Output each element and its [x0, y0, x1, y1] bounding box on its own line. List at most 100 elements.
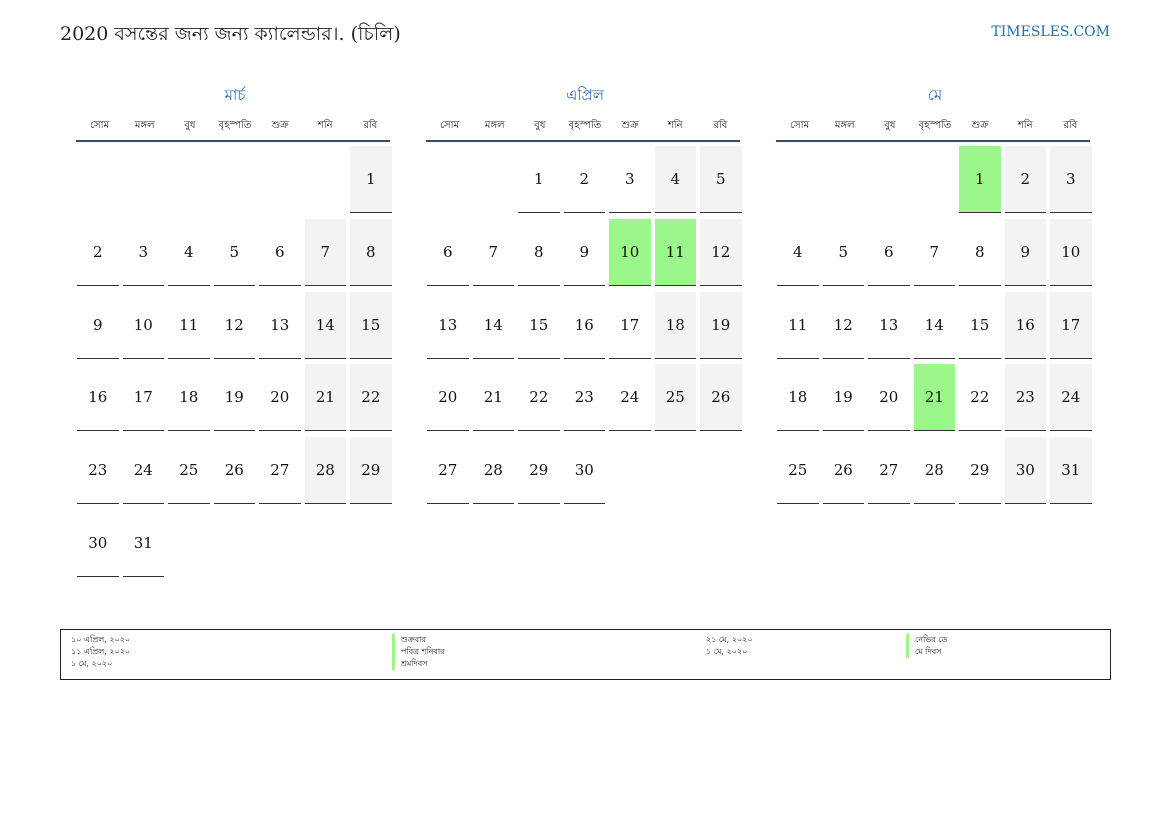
day-cell[interactable]: 12	[700, 218, 742, 286]
day-cell[interactable]: 12	[822, 292, 864, 359]
day-cell[interactable]: 11	[777, 292, 819, 359]
day-cell[interactable]: 14	[304, 291, 346, 359]
day-cell[interactable]: 8	[959, 219, 1001, 286]
day-cell[interactable]: 23	[563, 364, 605, 432]
day-cell[interactable]: 26	[822, 437, 864, 505]
day-cell[interactable]: 31	[1050, 437, 1092, 505]
day-cell[interactable]: 10	[122, 292, 164, 359]
day-cell[interactable]: 20	[868, 364, 910, 432]
day-cell[interactable]: 23	[77, 437, 119, 505]
day-cell[interactable]: 30	[563, 437, 605, 505]
day-cell[interactable]: 11	[168, 292, 210, 359]
day-cell[interactable]: 10	[1050, 218, 1092, 286]
day-cell[interactable]: 29	[518, 437, 560, 505]
day-cell[interactable]: 30	[1004, 437, 1046, 505]
day-cell[interactable]: 3	[122, 219, 164, 286]
day-cell[interactable]: 9	[563, 219, 605, 286]
day-cell[interactable]: 22	[959, 364, 1001, 432]
site-link[interactable]: TIMESLES.COM	[991, 24, 1110, 40]
day-cell[interactable]: 9	[77, 292, 119, 359]
day-cell[interactable]: 25	[654, 364, 696, 432]
legend-holiday-name: শুক্রবার	[392, 634, 445, 646]
day-cell[interactable]: 19	[822, 364, 864, 432]
day-cell[interactable]: 20	[259, 364, 301, 432]
day-cell[interactable]: 20	[427, 364, 469, 432]
day-cell[interactable]: 18	[654, 291, 696, 359]
day-cell[interactable]: 5	[213, 219, 255, 286]
day-cell[interactable]: 24	[609, 364, 651, 432]
day-cell[interactable]: 21	[472, 364, 514, 432]
day-cell[interactable]: 2	[563, 146, 605, 213]
day-cell[interactable]: 15	[518, 292, 560, 359]
day-cell[interactable]: 14	[472, 292, 514, 359]
weekday-label: রবি	[1063, 119, 1078, 131]
day-cell[interactable]: 25	[777, 437, 819, 505]
day-cell[interactable]: 24	[122, 437, 164, 505]
day-cell[interactable]: 27	[427, 437, 469, 505]
day-cell[interactable]: 29	[350, 437, 392, 505]
day-cell[interactable]: 1	[959, 146, 1001, 213]
day-cell[interactable]: 22	[350, 364, 392, 432]
day-cell[interactable]: 13	[868, 292, 910, 359]
day-cell[interactable]: 27	[259, 437, 301, 505]
day-cell[interactable]: 19	[213, 364, 255, 432]
day-cell[interactable]: 21	[913, 364, 955, 432]
day-cell[interactable]: 15	[350, 291, 392, 359]
day-cell[interactable]: 11	[654, 218, 696, 286]
day-cell[interactable]: 18	[777, 364, 819, 432]
day-cell[interactable]: 16	[563, 292, 605, 359]
day-cell[interactable]: 17	[609, 292, 651, 359]
day-cell[interactable]: 28	[913, 437, 955, 505]
month-calendar: মার্চ সোম মঙ্গল বুধ বৃহস্পতি শুক্র শনি রবি 1 2 3 4 5…	[76, 84, 393, 582]
legend-date: ২১ মে, ২০২০	[706, 635, 753, 644]
day-cell[interactable]: 9	[1004, 218, 1046, 286]
day-cell[interactable]: 30	[77, 510, 119, 577]
day-cell[interactable]: 8	[350, 218, 392, 286]
day-cell[interactable]: 29	[959, 437, 1001, 505]
day-cell[interactable]: 12	[213, 292, 255, 359]
day-cell[interactable]: 19	[700, 291, 742, 359]
day-cell[interactable]: 5	[822, 219, 864, 286]
day-cell[interactable]: 6	[259, 219, 301, 286]
day-cell[interactable]: 23	[1004, 364, 1046, 432]
day-cell[interactable]: 4	[777, 219, 819, 286]
day-cell[interactable]: 22	[518, 364, 560, 432]
day-cell[interactable]: 21	[304, 364, 346, 432]
day-cell[interactable]: 15	[959, 292, 1001, 359]
day-cell[interactable]: 14	[913, 292, 955, 359]
day-cell[interactable]: 5	[700, 146, 742, 213]
day-cell[interactable]: 1	[518, 146, 560, 213]
day-cell[interactable]: 4	[654, 146, 696, 213]
day-cell[interactable]: 6	[427, 219, 469, 286]
day-cell[interactable]: 16	[1004, 291, 1046, 359]
day-cell[interactable]: 8	[518, 219, 560, 286]
day-cell[interactable]: 2	[77, 219, 119, 286]
day-cell[interactable]: 24	[1050, 364, 1092, 432]
day-cell[interactable]: 17	[1050, 291, 1092, 359]
legend-date: ১১ এপ্রিল, ২০২০	[71, 647, 131, 656]
day-cell[interactable]: 17	[122, 364, 164, 432]
day-cell[interactable]: 7	[913, 219, 955, 286]
day-cell[interactable]: 6	[868, 219, 910, 286]
day-cell[interactable]: 26	[700, 364, 742, 432]
day-cell[interactable]: 2	[1004, 146, 1046, 213]
day-cell[interactable]: 27	[868, 437, 910, 505]
day-cell[interactable]: 3	[1050, 146, 1092, 213]
day-cell[interactable]: 7	[472, 219, 514, 286]
day-cell[interactable]: 13	[427, 292, 469, 359]
day-cell[interactable]: 10	[609, 218, 651, 286]
day-cell[interactable]: 4	[168, 219, 210, 286]
day-cell[interactable]: 1	[350, 146, 392, 213]
day-cell[interactable]: 3	[609, 146, 651, 213]
day-cell[interactable]: 26	[213, 437, 255, 505]
day-grid: 1 2 3 4 5 6 7 8 9 10 11 12 13 14 15 16 17 18 19 20 21 22 23 24 2…	[777, 142, 1093, 582]
day-cell[interactable]: 31	[122, 510, 164, 577]
legend-date: ১০ এপ্রিল, ২০২০	[71, 635, 131, 644]
day-cell[interactable]: 25	[168, 437, 210, 505]
day-cell[interactable]: 16	[77, 364, 119, 432]
day-cell[interactable]: 7	[304, 218, 346, 286]
day-cell[interactable]: 13	[259, 292, 301, 359]
day-cell[interactable]: 18	[168, 364, 210, 432]
day-cell[interactable]: 28	[304, 437, 346, 505]
day-cell[interactable]: 28	[472, 437, 514, 505]
